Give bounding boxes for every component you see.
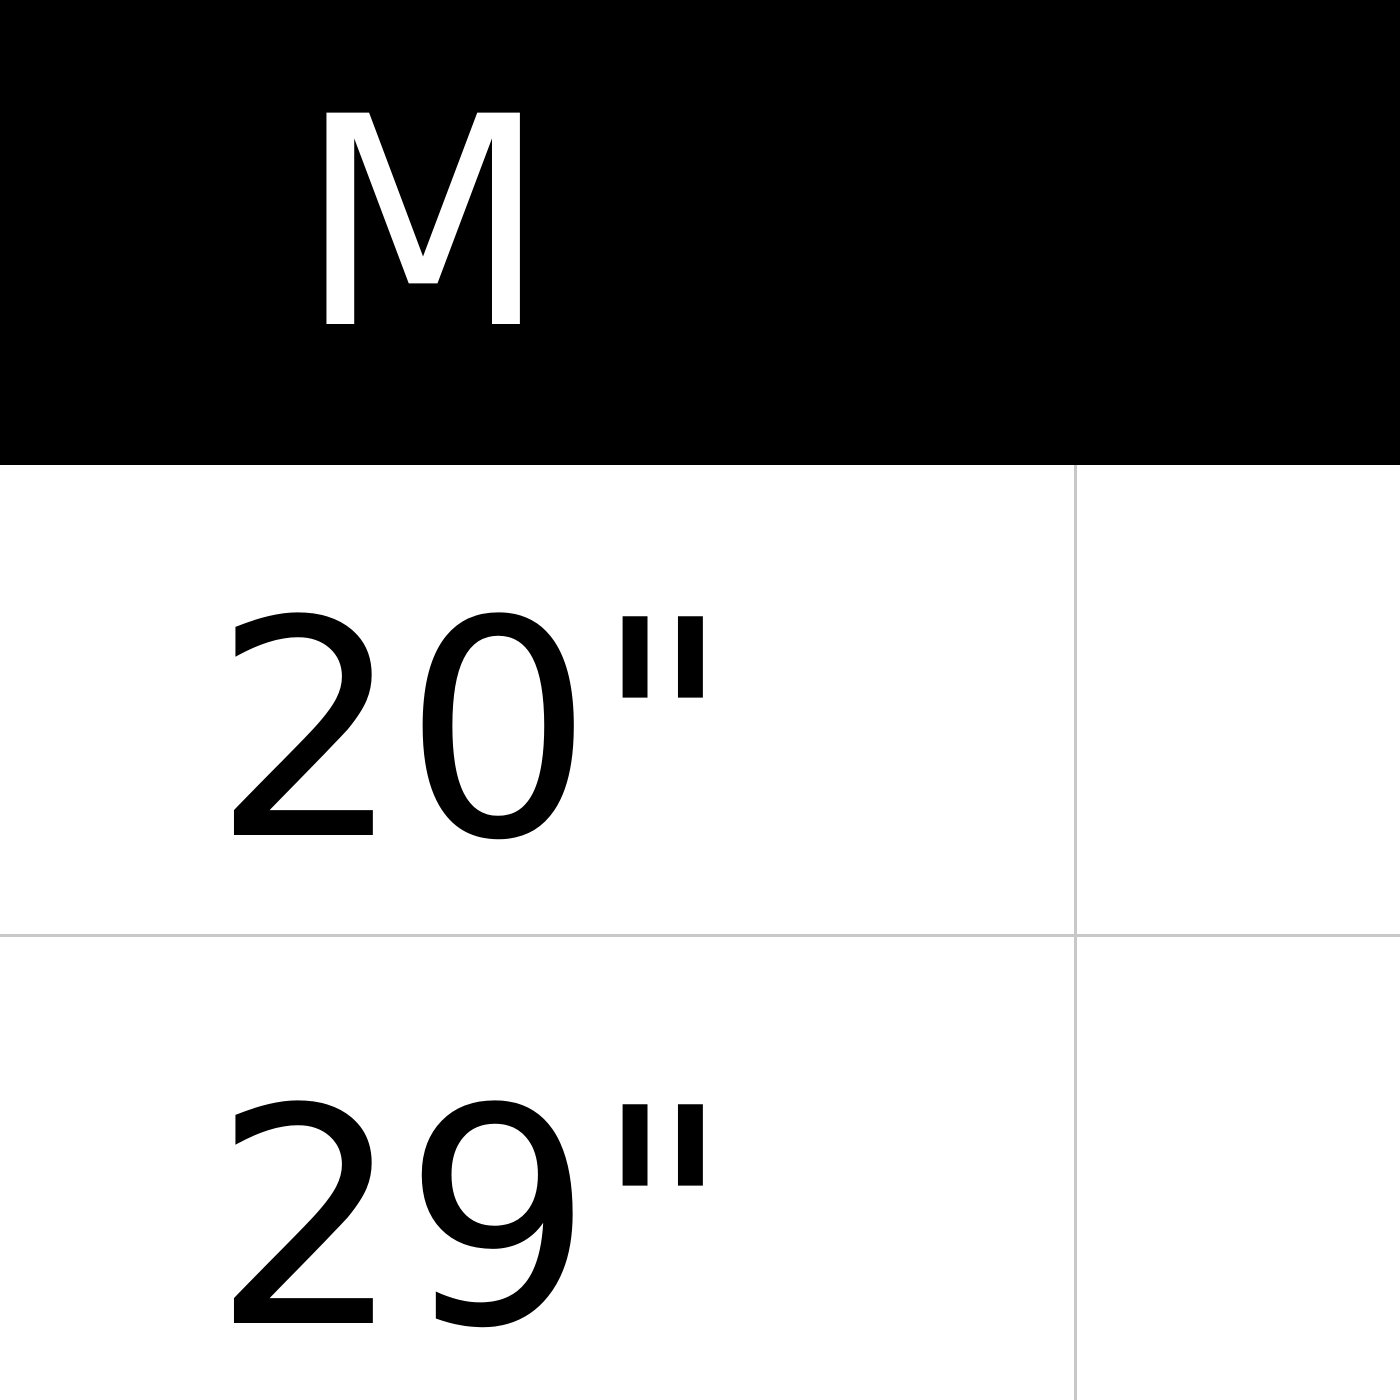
table-cell: 29": [0, 937, 1077, 1400]
table-cell-empty: [1080, 465, 1400, 934]
table-cell-empty: [1080, 937, 1400, 1400]
header-label: M: [298, 56, 549, 393]
cell-value: 20": [212, 557, 732, 906]
table-header: M: [0, 0, 1400, 465]
table-cell: 20": [0, 465, 1077, 934]
table-row: 29": [0, 937, 1400, 1400]
cell-value: 29": [212, 1045, 732, 1394]
header-cell-m: M: [0, 0, 1077, 465]
table-row: 20": [0, 465, 1400, 937]
